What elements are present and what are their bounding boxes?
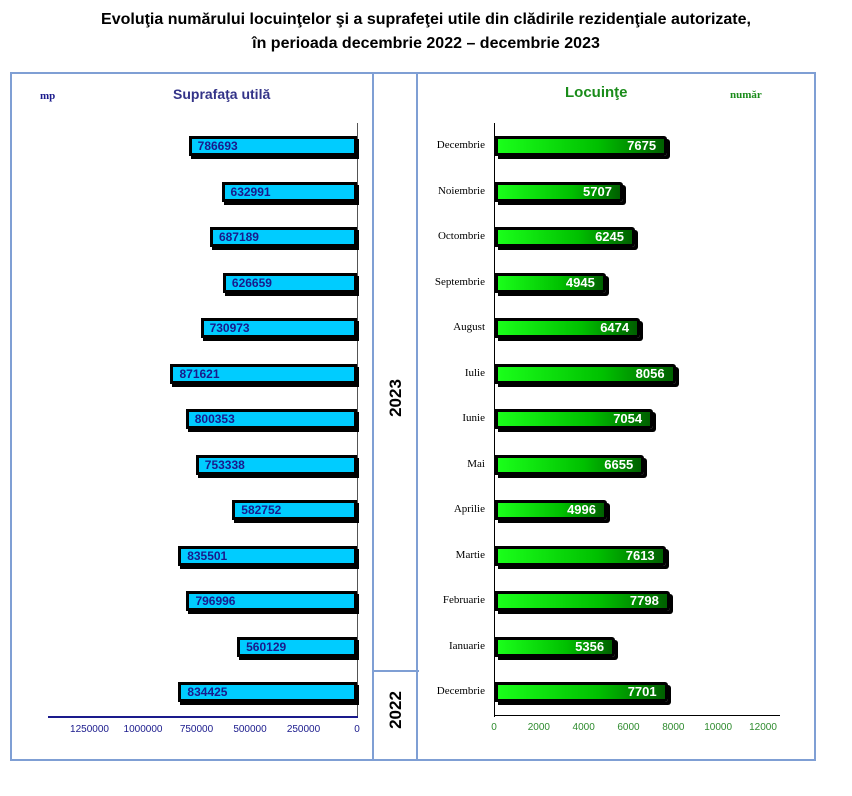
right-x-tick-label: 6000: [617, 722, 640, 733]
dwelling-bar: 7054: [495, 409, 654, 429]
right-x-tick-label: 2000: [527, 722, 550, 733]
month-label: Iulie: [464, 366, 485, 379]
right-x-axis: [494, 715, 780, 716]
area-bar: 582752: [232, 500, 357, 520]
left-y-axis: [357, 123, 358, 717]
right-x-tick-label: 10000: [704, 722, 733, 733]
area-bar: 632991: [221, 181, 357, 202]
area-bar: 800353: [185, 409, 357, 429]
month-label: Martie: [455, 548, 485, 561]
right-chart-title: Locuinţe: [565, 84, 628, 101]
chart-frame: [10, 72, 816, 761]
month-label: Octombrie: [437, 230, 485, 242]
chart-title: Evoluţia numărului locuinţelor şi a supr…: [101, 11, 751, 52]
month-label: Noiembrie: [437, 184, 485, 197]
left-x-tick-label: 750000: [179, 724, 214, 735]
dwelling-bar: 7675: [495, 136, 668, 156]
month-label: August: [453, 321, 485, 333]
dwelling-bar: 8056: [495, 363, 676, 384]
month-label: Ianuarie: [448, 639, 485, 652]
month-label: Decembrie: [436, 685, 485, 697]
left-unit-label: mp: [40, 90, 56, 102]
right-x-tick-label: 4000: [572, 722, 595, 733]
left-x-tick-label: 0: [354, 724, 360, 735]
year-2022-label: 2022: [386, 691, 405, 729]
left-x-tick-label: 500000: [233, 724, 267, 735]
right-x-tick-label: 12000: [749, 722, 777, 733]
area-bar: 796996: [186, 591, 357, 611]
area-bar: 871621: [170, 363, 357, 384]
right-unit-label: număr: [730, 89, 762, 101]
month-label: Decembrie: [436, 139, 485, 151]
year-2023-label: 2023: [386, 379, 405, 417]
divider: [373, 670, 419, 672]
divider: [372, 72, 374, 761]
area-bar: 626659: [222, 272, 357, 293]
dwelling-bar: 4945: [495, 272, 606, 293]
month-label: Septembrie: [434, 275, 485, 288]
dwelling-bar: 6474: [495, 318, 641, 338]
area-bar: 730973: [200, 318, 357, 338]
dwelling-bar: 4996: [495, 500, 607, 520]
dwelling-bar: 5707: [495, 181, 623, 202]
right-x-tick-label: 8000: [662, 722, 685, 733]
divider: [416, 72, 418, 761]
area-bar: 835501: [178, 545, 357, 566]
dwelling-bar: 7798: [495, 591, 670, 611]
area-bar: 786693: [188, 136, 357, 156]
right-x-tick-label: 0: [491, 722, 497, 733]
area-bar: 687189: [209, 227, 357, 247]
left-x-tick-label: 1000000: [123, 724, 163, 735]
left-chart-title: Suprafaţa utilă: [173, 86, 271, 102]
month-label: Mai: [467, 457, 485, 470]
right-y-axis: [494, 123, 495, 717]
month-label: Aprilie: [453, 503, 485, 515]
area-bar: 560129: [237, 636, 357, 657]
left-x-tick-label: 1250000: [70, 724, 109, 735]
area-bar: 834425: [178, 682, 357, 702]
dwelling-bar: 7613: [495, 545, 666, 566]
left-x-axis: [48, 716, 358, 718]
month-label: Iunie: [462, 412, 485, 424]
dwelling-bar: 6655: [495, 454, 645, 475]
left-x-tick-label: 250000: [286, 724, 321, 735]
dwelling-bar: 7701: [495, 682, 668, 702]
dwelling-bar: 6245: [495, 227, 635, 247]
month-label: Februarie: [442, 594, 485, 606]
dwelling-bar: 5356: [495, 636, 616, 657]
area-bar: 753338: [195, 454, 357, 475]
